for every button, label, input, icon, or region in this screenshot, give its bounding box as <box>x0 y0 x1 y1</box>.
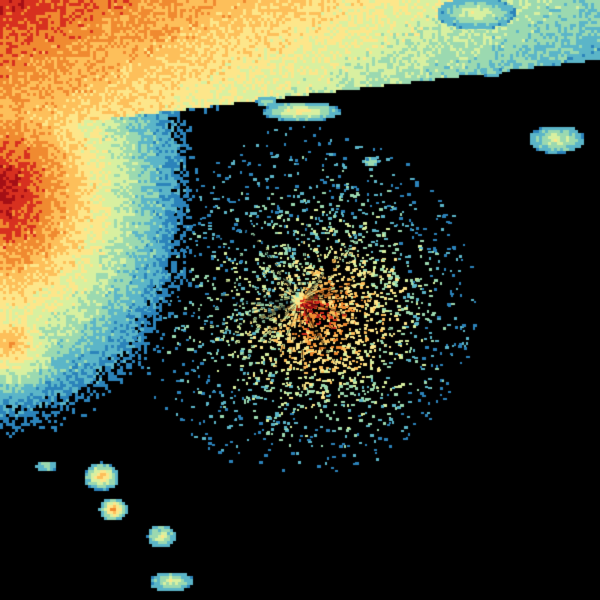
radar-reflectivity-image <box>0 0 600 600</box>
